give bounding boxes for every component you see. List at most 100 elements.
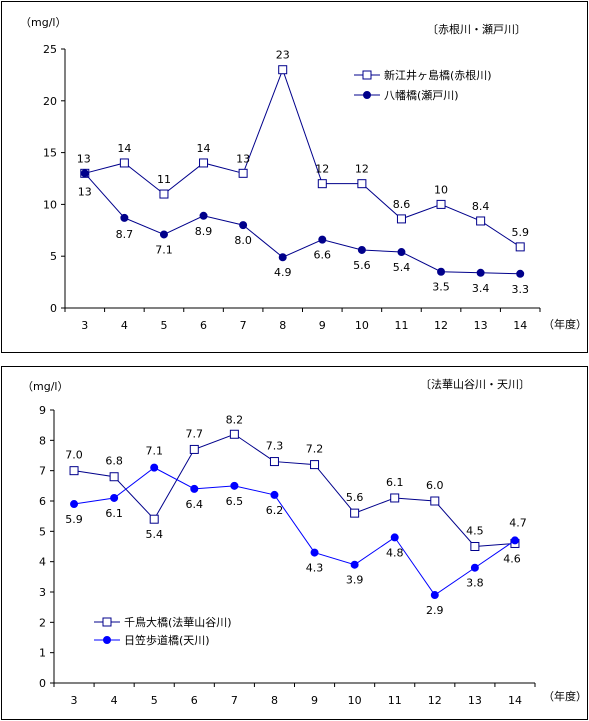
data-point-circle <box>120 213 129 222</box>
y-tick-label: 5 <box>39 525 46 538</box>
data-point-circle <box>199 211 208 220</box>
data-point-square <box>470 542 480 551</box>
data-label: 7.2 <box>306 443 324 456</box>
y-tick-label: 4 <box>39 556 46 569</box>
data-point-circle <box>397 248 406 257</box>
data-point-square <box>238 168 248 178</box>
region-label: 〔赤根川・瀬戸川〕 <box>427 22 526 36</box>
data-label: 4.7 <box>509 516 527 529</box>
series-line <box>84 68 521 248</box>
y-tick-label: 0 <box>50 302 57 315</box>
data-point-circle <box>278 253 287 262</box>
data-point-square <box>278 65 288 75</box>
x-tick-label: 10 <box>355 319 369 332</box>
data-point-circle <box>70 500 79 509</box>
data-point-square <box>357 179 367 189</box>
data-point-circle <box>159 230 168 239</box>
data-label: 6.6 <box>314 249 332 262</box>
data-label: 7.7 <box>186 427 204 440</box>
data-label: 6.4 <box>186 498 204 511</box>
y-tick-label: 2 <box>39 616 46 629</box>
y-tick-label: 15 <box>43 147 57 160</box>
data-label: 7.1 <box>145 445 163 458</box>
data-label: 6.1 <box>386 476 404 489</box>
data-point-circle <box>110 493 119 502</box>
legend-label: 日笠歩道橋(天川) <box>124 633 210 647</box>
data-point-square <box>159 189 169 199</box>
x-tick-label: 6 <box>200 319 207 332</box>
data-label: 8.0 <box>234 234 252 247</box>
x-tick-label: 6 <box>191 694 198 707</box>
data-point-square <box>199 158 209 168</box>
data-label: 12 <box>315 163 329 176</box>
data-label: 6.1 <box>105 507 123 520</box>
data-point-circle <box>239 221 248 230</box>
x-tick-label: 3 <box>81 319 88 332</box>
data-label: 11 <box>157 173 171 186</box>
data-label: 3.8 <box>466 577 484 590</box>
data-point-circle <box>310 548 319 557</box>
data-label: 5.6 <box>346 491 364 504</box>
data-point-circle <box>476 268 485 277</box>
data-label: 4.8 <box>386 546 404 559</box>
legend-label: 千鳥大橋(法華山谷川) <box>124 615 232 629</box>
chart-akane-seto: （mg/l） 〔赤根川・瀬戸川〕 （年度） 0 5 10 15 20 25 3 4 5 6 7 8 9 1… <box>20 16 587 332</box>
x-tick-label: 9 <box>319 319 326 332</box>
legend-marker-square <box>102 617 112 627</box>
region-label: 〔法華山谷川・天川〕 <box>420 377 530 391</box>
data-point-square <box>189 444 199 454</box>
data-point-square <box>229 429 239 439</box>
data-point-square <box>436 199 446 209</box>
y-tick-label: 25 <box>43 43 57 56</box>
x-tick-label: 4 <box>111 694 118 707</box>
data-point-square <box>310 460 320 470</box>
data-label: 13 <box>77 152 91 165</box>
data-label: 5.9 <box>65 513 83 526</box>
data-point-circle <box>230 481 239 490</box>
x-tick-label: 8 <box>279 319 286 332</box>
x-tick-label: 11 <box>388 694 402 707</box>
data-label: 14 <box>117 142 131 155</box>
data-label: 14 <box>197 142 211 155</box>
y-tick-label: 0 <box>39 677 46 690</box>
y-tick-label: 9 <box>39 404 46 417</box>
data-label: 6.2 <box>266 504 284 517</box>
data-point-square <box>109 472 119 482</box>
data-label: 8.7 <box>116 228 134 241</box>
data-point-circle <box>350 560 359 569</box>
data-point-square <box>69 466 79 476</box>
data-point-square <box>317 179 327 189</box>
data-label: 12 <box>355 163 369 176</box>
data-label: 3.9 <box>346 574 364 587</box>
data-label: 23 <box>276 49 290 62</box>
x-tick-label: 4 <box>121 319 128 332</box>
data-point-square <box>119 158 129 168</box>
data-label: 13 <box>236 152 250 165</box>
data-label: 5.6 <box>353 259 371 272</box>
data-point-square <box>476 216 486 226</box>
x-tick-label: 7 <box>231 694 238 707</box>
y-tick-label: 5 <box>50 250 57 263</box>
y-tick-label: 3 <box>39 586 46 599</box>
data-point-circle <box>80 169 89 178</box>
x-tick-label: 11 <box>394 319 408 332</box>
y-tick-label: 6 <box>39 495 46 508</box>
series-line <box>73 433 515 548</box>
data-label: 8.9 <box>195 225 213 238</box>
data-point-circle <box>516 269 525 278</box>
data-label: 2.9 <box>426 604 444 617</box>
y-tick-label: 8 <box>39 434 46 447</box>
data-label: 5.9 <box>511 226 529 239</box>
data-point-circle <box>390 533 399 542</box>
data-point-square <box>269 457 279 467</box>
data-label: 8.4 <box>472 200 490 213</box>
series-line <box>73 467 516 596</box>
x-tick-label: 8 <box>271 694 278 707</box>
data-label: 4.3 <box>306 562 324 575</box>
data-label: 3.5 <box>432 281 450 294</box>
data-label: 5.4 <box>145 528 163 541</box>
x-tick-label: 3 <box>71 694 78 707</box>
chart-panel-akane-seto: （mg/l） 〔赤根川・瀬戸川〕 （年度） 0 5 10 15 20 25 3 4 5 6 7 8 9 1… <box>1 1 588 353</box>
x-tick-label: 13 <box>474 319 488 332</box>
y-tick-label: 10 <box>43 198 57 211</box>
